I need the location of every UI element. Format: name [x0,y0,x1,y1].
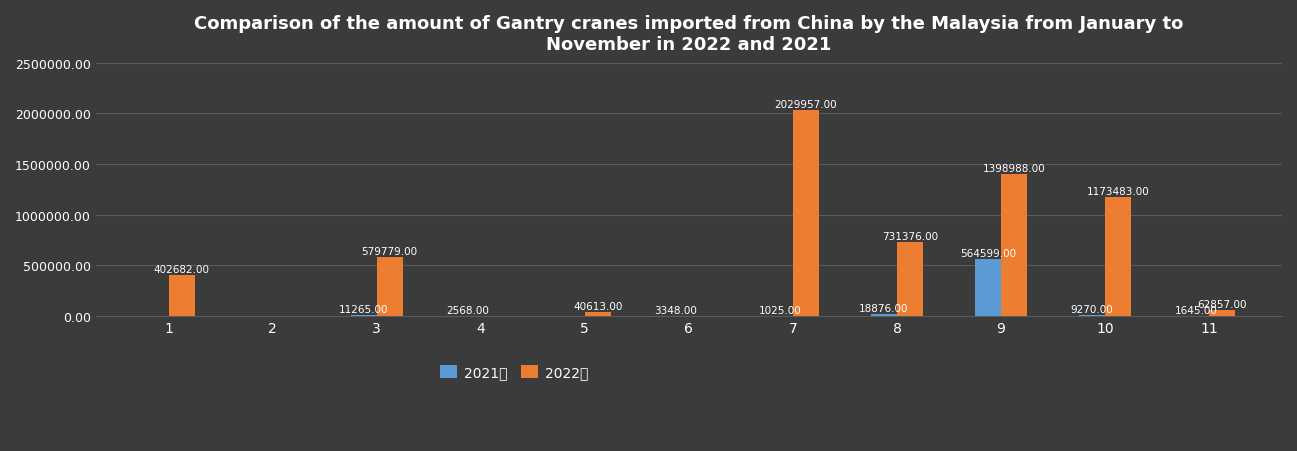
Bar [1209,310,1235,316]
Bar [350,315,376,316]
Text: 579779.00: 579779.00 [362,247,418,257]
Text: 9270.00: 9270.00 [1071,304,1113,314]
Bar [792,111,818,316]
Bar [1001,175,1027,316]
Bar [898,242,923,316]
Text: 731376.00: 731376.00 [882,231,938,241]
Legend: 2021年, 2022年: 2021年, 2022年 [434,360,594,385]
Text: 564599.00: 564599.00 [960,249,1016,258]
Text: 18876.00: 18876.00 [859,304,909,313]
Text: 3348.00: 3348.00 [655,305,698,315]
Text: 62857.00: 62857.00 [1197,299,1246,309]
Text: 1025.00: 1025.00 [759,305,802,315]
Text: 1173483.00: 1173483.00 [1087,187,1149,197]
Text: 11265.00: 11265.00 [339,304,388,314]
Bar [1105,198,1131,316]
Text: 2568.00: 2568.00 [446,305,489,315]
Text: 1398988.00: 1398988.00 [983,164,1045,174]
Title: Comparison of the amount of Gantry cranes imported from China by the Malaysia fr: Comparison of the amount of Gantry crane… [195,15,1184,54]
Text: 2029957.00: 2029957.00 [774,100,838,110]
Bar [585,312,611,316]
Text: 1645.00: 1645.00 [1175,305,1218,315]
Bar [975,259,1001,316]
Bar [1079,315,1105,316]
Bar [376,258,402,316]
Bar [169,276,195,316]
Bar [872,314,898,316]
Text: 402682.00: 402682.00 [153,265,210,275]
Text: 40613.00: 40613.00 [573,301,623,311]
